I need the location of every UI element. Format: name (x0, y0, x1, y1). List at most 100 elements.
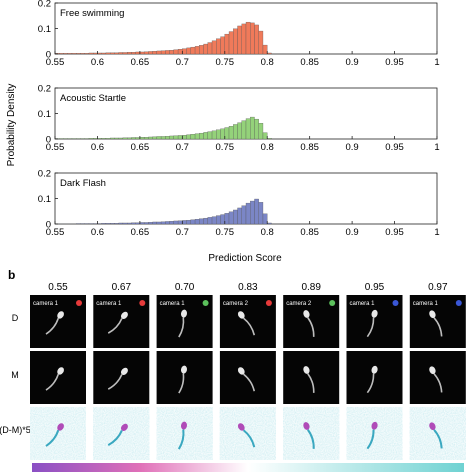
fish-silhouette (237, 311, 256, 336)
x-tick-label: 1 (434, 227, 439, 238)
histogram-bar (194, 46, 200, 55)
histogram-bar (135, 51, 141, 55)
x-tick-label: 0.95 (385, 227, 404, 238)
histogram-bar (258, 30, 264, 55)
fish-silhouette (178, 309, 188, 338)
histogram-bar (152, 136, 158, 140)
frame-d: camera 1 (156, 295, 213, 348)
behavior-dot (139, 300, 146, 306)
histogram-bar (114, 137, 119, 140)
histogram-title: Acoustic Startle (60, 93, 126, 104)
histogram-bar (245, 118, 251, 140)
histogram-bar (88, 138, 94, 140)
fish-silhouette (107, 367, 128, 390)
histogram-bar (59, 138, 64, 140)
histogram-bar (190, 219, 196, 225)
histogram-bar (203, 217, 208, 225)
y-axis-label: Probability Density (6, 84, 17, 167)
y-tick-label: 0 (46, 135, 51, 146)
frame-d: camera 1 (93, 295, 150, 348)
histogram-bar (76, 53, 81, 55)
diff-colorbar (32, 463, 464, 472)
frame-diff (283, 407, 340, 460)
frame-diff (346, 407, 403, 460)
histogram-bar (237, 25, 242, 55)
x-tick-label: 0.95 (385, 57, 404, 68)
frame-d: camera 1 (346, 295, 403, 348)
x-tick-label: 0.65 (131, 57, 150, 68)
histogram-bar (203, 132, 208, 140)
histogram-bar (101, 52, 107, 55)
histogram-bar (71, 138, 77, 140)
histogram-bar (177, 220, 183, 225)
histogram-bar (194, 219, 200, 225)
histogram-bar (228, 211, 234, 225)
histogram-bar (199, 132, 204, 140)
histogram-bar (80, 53, 85, 55)
histogram-bar (182, 135, 187, 140)
histogram-bar (127, 52, 132, 55)
frame-m (93, 351, 150, 404)
y-tick-label: 0.1 (38, 24, 51, 35)
x-tick-label: 0.9 (346, 227, 359, 238)
histogram-bar (63, 138, 68, 140)
histogram-bar (173, 49, 179, 55)
histogram-bar (165, 136, 170, 140)
histogram-bar (152, 221, 158, 225)
histogram-bar (169, 135, 174, 140)
histogram-bar (97, 52, 102, 55)
fish-silhouette (366, 421, 378, 450)
histogram-bar (143, 137, 149, 140)
histogram-bar (173, 220, 179, 225)
y-tick-label: 0 (46, 50, 51, 61)
x-tick-label: 0.6 (91, 227, 104, 238)
histogram-bar (245, 202, 251, 225)
x-tick-label: 0.7 (176, 57, 189, 68)
row-label: M (11, 370, 19, 380)
histogram-bar (148, 136, 153, 140)
x-tick-label: 0.7 (176, 142, 189, 153)
histogram-bar (190, 134, 196, 140)
frame-d: camera 1 (409, 295, 466, 348)
camera-label: camera 1 (96, 301, 122, 307)
histogram-bar (156, 136, 162, 140)
x-tick-label: 0.6 (91, 142, 104, 153)
frame-score: 0.83 (238, 282, 258, 293)
histogram-bar (237, 207, 242, 225)
fish-silhouette (107, 311, 128, 334)
histogram-bar (131, 222, 136, 225)
histogram-bar (182, 48, 187, 55)
row-label: D (12, 313, 19, 323)
y-tick-label: 0.1 (38, 194, 51, 205)
histogram-bar (114, 52, 119, 55)
histogram-bar (224, 213, 230, 225)
frame-score: 0.70 (175, 282, 195, 293)
histogram-bar (207, 217, 213, 225)
y-tick-label: 0.1 (38, 109, 51, 120)
frame-m (219, 351, 276, 404)
fish-silhouette (429, 422, 443, 449)
histogram-bar (186, 134, 191, 140)
frame-m (346, 351, 403, 404)
camera-label: camera 2 (286, 301, 312, 307)
x-tick-label: 0.55 (46, 142, 65, 153)
histogram-bar (156, 221, 162, 225)
fish-silhouette (429, 310, 443, 337)
histogram-acoustic-startle: 0.55 0.6 0.65 0.7 0.75 0.8 0.85 0.9 0.95 1 0 0.1 0.2… (38, 84, 440, 154)
histogram-bar (216, 129, 221, 140)
fish-silhouette (366, 309, 378, 338)
frame-score: 0.55 (48, 282, 68, 293)
histogram-bar (220, 36, 225, 55)
histogram-bar (177, 135, 183, 140)
x-tick-label: 0.65 (131, 142, 150, 153)
histogram-bar (76, 138, 81, 140)
histogram-bar (131, 52, 136, 55)
histogram-bar (118, 222, 124, 225)
histogram-bar (258, 123, 264, 140)
histogram-bar (143, 222, 149, 225)
histogram-bar (207, 42, 213, 55)
x-axis-label: Prediction Score (208, 253, 282, 264)
histogram-bar (101, 138, 107, 140)
histogram-dark-flash: 0.55 0.6 0.65 0.7 0.75 0.8 0.85 0.9 0.95 1 0 0.1 0.2… (38, 169, 440, 239)
row-labels: D M (D-M)*5 (0, 313, 31, 435)
